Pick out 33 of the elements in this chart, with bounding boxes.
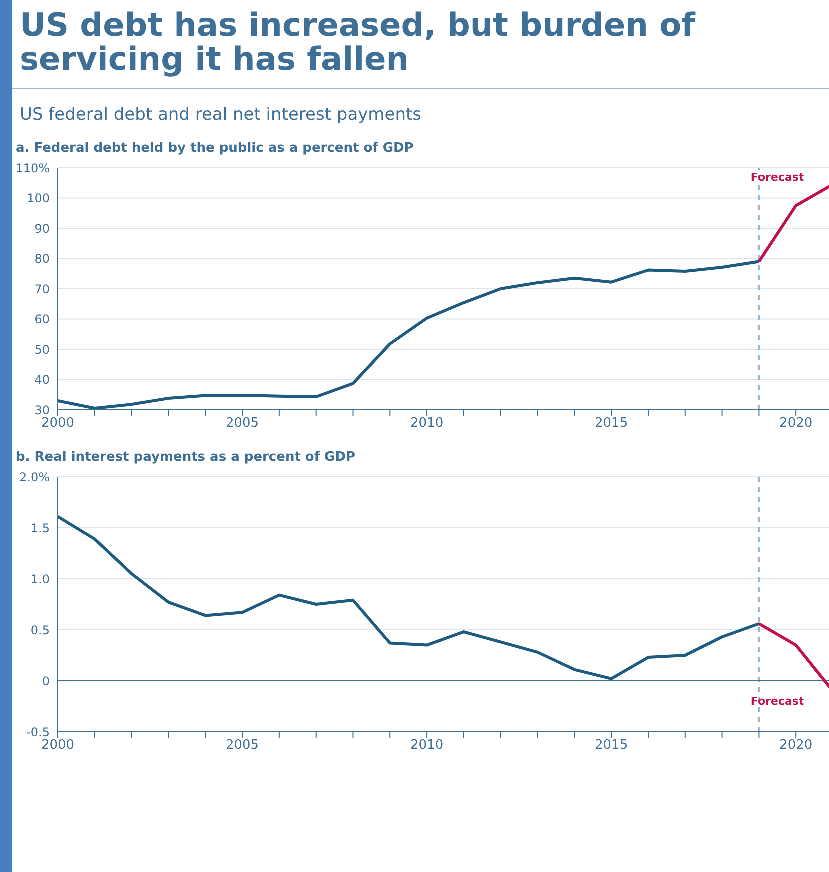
annotation: Forecast	[750, 695, 804, 708]
y-tick-label: 1.5	[30, 521, 50, 536]
y-tick-label: 60	[34, 312, 50, 327]
chart-subtitle: US federal debt and real net interest payments	[19, 104, 422, 125]
y-tick-label: 110%	[16, 161, 50, 176]
y-tick-label: 30	[34, 403, 50, 418]
x-tick-label: 2015	[595, 738, 628, 754]
y-tick-label: 100	[27, 192, 50, 206]
y-tick-label: -0.5	[26, 725, 50, 740]
x-tick-label: 2020	[780, 738, 813, 754]
x-tick-label: 2015	[595, 416, 628, 432]
y-tick-label: 0	[42, 674, 50, 688]
y-tick-label: 50	[34, 342, 50, 357]
y-tick-label: 0.5	[30, 623, 50, 638]
x-tick-label: 2005	[226, 738, 260, 754]
y-tick-label: 90	[34, 222, 50, 236]
y-tick-label: 40	[34, 373, 50, 388]
annotation: Forecast	[750, 170, 804, 184]
x-tick-label: 2020	[780, 416, 813, 432]
x-tick-label: 2000	[41, 416, 75, 432]
y-axis-title: a. Federal debt held by the public as a percent of GDP	[15, 140, 415, 158]
x-tick-label: 2010	[410, 738, 444, 754]
y-axis-title: b. Real interest payments as a percent of GDP	[15, 449, 357, 467]
line-series	[58, 260, 761, 410]
chart-title: US debt has increased, but burden of servicing it has fallen	[12, 6, 829, 89]
x-tick-label: 2010	[410, 416, 444, 432]
x-tick-label: 2000	[41, 738, 75, 754]
y-tick-label: 2.0%	[20, 470, 50, 484]
x-tick-label: 2005	[226, 416, 260, 432]
y-tick-label: 1.0	[30, 572, 50, 586]
y-tick-label: 70	[34, 282, 50, 296]
line-series	[58, 515, 761, 680]
y-tick-label: 80	[34, 252, 50, 266]
